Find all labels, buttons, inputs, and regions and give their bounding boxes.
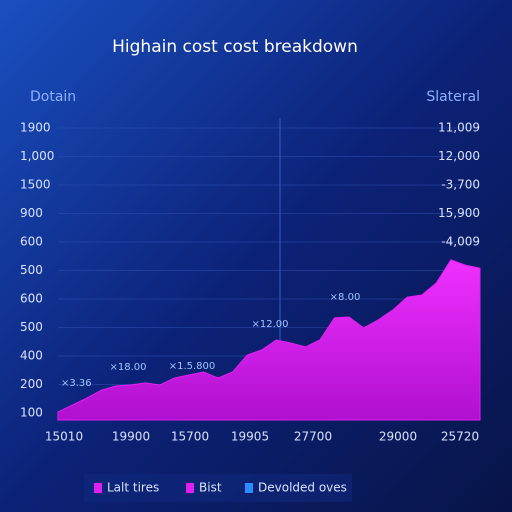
left-axis-title: Dotain [30,89,76,105]
y-tick-label: 600 [20,235,43,249]
annotation: ×1.5.800 [169,361,216,372]
annotation: ×8.00 [330,292,361,303]
x-tick-label: 15010 [45,430,83,444]
annotation: ×3.36 [61,378,92,389]
y-tick-label: 900 [20,206,43,220]
legend-label: Bist [199,481,222,495]
y2-tick-label: -3,700 [441,178,480,192]
y-tick-label: 1900 [20,121,51,135]
y-tick-label: 400 [20,349,43,363]
area [57,259,481,421]
x-tick-label: 25720 [441,430,479,444]
right-axis-title: Slateral [426,89,480,105]
y2-tick-label: 11,009 [438,121,480,135]
y-tick-label: 100 [20,406,43,420]
y-tick-label: 500 [20,320,43,334]
y2-tick-label: -4,009 [441,235,480,249]
x-tick-label: 19905 [231,430,269,444]
y-tick-label: 1500 [20,178,51,192]
y2-tick-label: 15,900 [438,206,480,220]
legend-swatch [245,483,253,493]
y2-tick-label: 12,000 [438,149,480,163]
legend-label: Devolded oves [258,481,347,495]
y-tick-label: 1,000 [20,149,54,163]
legend-swatch [186,483,194,493]
x-tick-label: 19900 [112,430,150,444]
legend-swatch [94,483,102,493]
chart-title: Highain cost cost breakdown [112,37,358,57]
y-tick-label: 200 [20,377,43,391]
x-tick-label: 29000 [379,430,417,444]
legend-label: Lalt tires [107,481,159,495]
y-tick-label: 500 [20,263,43,277]
x-tick-label: 27700 [294,430,332,444]
annotation: ×18.00 [109,362,146,373]
legend-box [84,474,352,502]
y-tick-label: 600 [20,292,43,306]
x-tick-label: 15700 [171,430,209,444]
annotation: ×12.00 [251,319,288,330]
